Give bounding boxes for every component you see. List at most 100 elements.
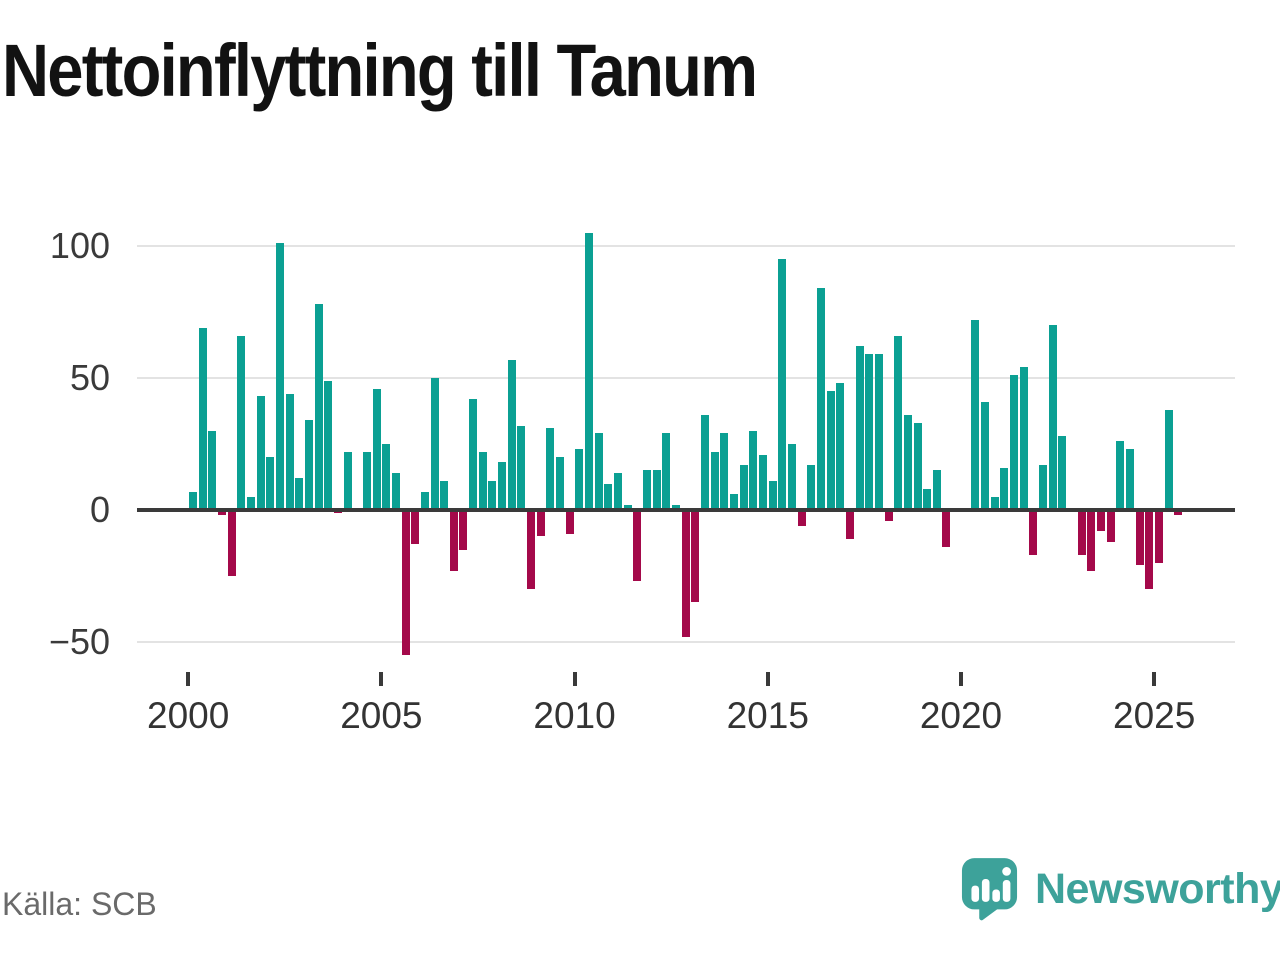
bar — [256, 396, 265, 510]
y-axis-label: 100 — [49, 225, 110, 266]
bar — [990, 496, 999, 510]
bar — [1039, 465, 1048, 510]
bar — [681, 510, 690, 637]
bar — [1174, 510, 1183, 516]
bar — [749, 430, 758, 510]
bar — [1126, 449, 1135, 510]
y-gridline — [137, 641, 1235, 643]
bar — [1106, 510, 1115, 542]
bar — [1029, 510, 1038, 555]
y-axis-label: 50 — [69, 357, 110, 398]
bar — [227, 510, 236, 576]
newsworthy-logo[interactable]: Newsworthy — [961, 857, 1280, 921]
bar — [246, 496, 255, 510]
bar — [217, 510, 226, 516]
bar — [527, 510, 536, 590]
bar — [1058, 436, 1067, 510]
x-axis-label: 2000 — [147, 695, 230, 736]
bar — [546, 428, 555, 510]
bar — [1010, 375, 1019, 510]
bar — [836, 383, 845, 510]
x-axis-tick — [572, 672, 577, 686]
x-axis-tick — [379, 672, 384, 686]
bar — [237, 335, 246, 510]
bar — [1155, 510, 1163, 563]
bar — [855, 346, 864, 510]
bar — [807, 465, 816, 510]
bar — [372, 388, 381, 510]
bar — [401, 510, 410, 656]
bar — [1077, 510, 1086, 555]
bar — [643, 470, 652, 510]
newsworthy-wordmark: Newsworthy — [1035, 865, 1280, 913]
bar — [729, 494, 738, 510]
bar — [556, 457, 565, 510]
bar — [411, 510, 420, 545]
bar — [923, 488, 932, 510]
bar — [536, 510, 545, 537]
bar — [343, 451, 352, 510]
bar — [1145, 510, 1154, 590]
y-gridline — [137, 245, 1235, 247]
x-axis-label: 2025 — [1113, 695, 1196, 736]
bar — [507, 359, 516, 510]
bar — [1048, 325, 1057, 510]
bar — [826, 391, 835, 510]
bar — [275, 243, 284, 510]
bar — [594, 433, 603, 510]
x-axis-label: 2015 — [726, 695, 809, 736]
x-axis-tick — [765, 672, 770, 686]
x-axis-label: 2010 — [533, 695, 616, 736]
bar — [845, 510, 854, 540]
bar — [874, 354, 883, 510]
bar — [517, 425, 526, 510]
x-axis-tick — [186, 672, 191, 686]
bar — [189, 491, 197, 510]
bar — [672, 504, 680, 510]
bar — [565, 510, 574, 534]
bar — [894, 335, 903, 510]
bar — [720, 433, 729, 510]
bar — [633, 510, 642, 582]
bar — [208, 430, 217, 510]
speech-bubble-bar-chart-icon — [961, 857, 1018, 926]
bar — [430, 378, 439, 510]
bar — [324, 380, 333, 510]
bar — [304, 420, 313, 510]
bar — [382, 444, 391, 510]
bar — [266, 457, 275, 510]
x-axis-label: 2005 — [340, 695, 423, 736]
bar — [498, 462, 507, 510]
chart-title: Nettoinflyttning till Tanum — [2, 29, 758, 112]
bar — [758, 454, 767, 510]
bar — [295, 478, 304, 510]
bar — [623, 504, 632, 510]
bar — [1097, 510, 1106, 532]
bar — [865, 354, 874, 510]
source-text: Källa: SCB — [2, 886, 157, 922]
bar — [691, 510, 700, 603]
bar — [1019, 367, 1028, 510]
bar — [362, 451, 371, 510]
bar — [459, 510, 468, 550]
bar — [662, 433, 671, 510]
x-axis-label: 2020 — [919, 695, 1003, 736]
bar — [981, 401, 990, 510]
bar — [1164, 409, 1173, 510]
bar — [614, 473, 623, 510]
bar — [314, 304, 323, 510]
bar — [469, 399, 478, 510]
bar — [391, 473, 400, 510]
bar — [903, 414, 912, 510]
x-axis-tick — [958, 672, 963, 686]
bar — [604, 483, 613, 510]
bar — [488, 480, 497, 510]
bar — [700, 414, 709, 510]
bar — [797, 510, 806, 526]
zero-line — [137, 508, 1235, 512]
bar — [198, 327, 207, 510]
bar — [1087, 510, 1096, 571]
bar — [575, 449, 584, 510]
bar — [884, 510, 893, 521]
